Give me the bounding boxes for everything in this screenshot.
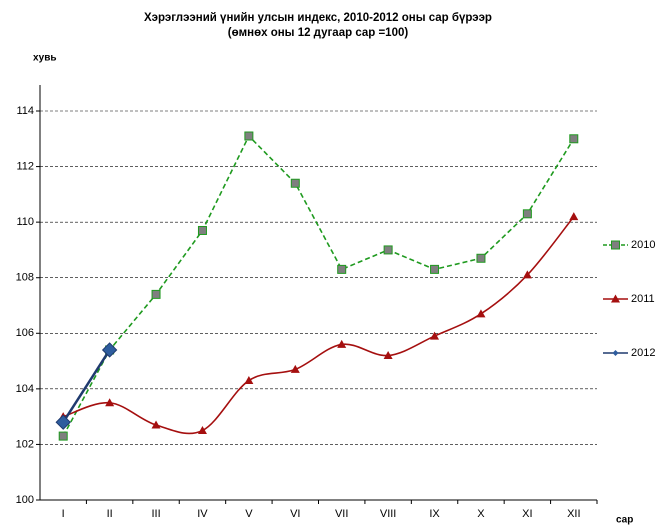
y-tick-label: 106 [16,327,34,339]
legend-marker [611,294,620,303]
chart-subtitle: (өмнөх оны 12 дугаар сар =100) [228,27,409,39]
x-tick-label: I [62,508,65,520]
marker [244,376,254,385]
x-axis-label: сар [616,515,633,526]
series-line [62,349,111,423]
y-tick-label: 112 [16,160,34,172]
marker [58,431,68,441]
marker [55,414,71,430]
x-tick-label: III [151,508,160,520]
legend-label: 2012 [631,347,655,359]
marker [244,131,254,141]
y-tick-label: 110 [16,216,34,228]
marker [197,426,207,435]
marker [337,339,347,348]
legend-marker [611,240,620,250]
x-tick-label: XI [522,508,532,520]
x-tick-label: IX [429,508,440,520]
x-tick-label: VI [290,508,300,520]
x-tick-label: II [107,508,113,520]
marker [197,225,207,235]
legend-label: 2010 [631,239,655,251]
marker [430,331,440,340]
marker [522,270,532,279]
x-tick-label: XII [567,508,580,520]
marker [151,420,161,429]
series-line [62,134,575,437]
y-tick-label: 108 [16,272,34,284]
y-tick-label: 102 [16,438,34,450]
marker [290,364,300,373]
marker [151,289,161,299]
x-tick-label: VIII [380,508,397,520]
marker [101,342,118,358]
marker [476,253,486,263]
marker [337,264,347,274]
marker [522,209,532,219]
marker [290,178,300,188]
marker [383,351,393,360]
series-line [62,216,575,435]
marker [430,264,440,274]
marker [105,398,115,407]
x-tick-label: V [245,508,253,520]
marker [383,245,393,255]
marker [569,212,579,221]
chart-title: Хэрэглээний үнийн улсын индекс, 2010-201… [144,12,492,24]
marker [569,134,579,144]
y-tick-label: 104 [16,383,34,395]
marker [476,309,486,318]
y-axis-label: хувь [33,53,57,64]
x-tick-label: VII [335,508,348,520]
x-tick-label: IV [197,508,208,520]
y-tick-label: 100 [16,494,34,506]
x-tick-label: X [477,508,485,520]
legend-label: 2011 [631,293,655,305]
y-tick-label: 114 [16,105,34,117]
legend-marker [612,350,619,356]
